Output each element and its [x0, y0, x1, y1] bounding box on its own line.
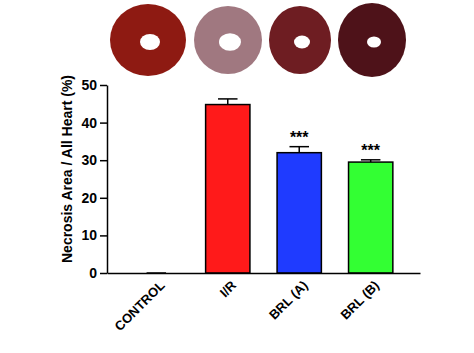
y-tick-mark	[100, 160, 107, 162]
error-bar	[218, 99, 237, 105]
x-tick-label: BRL (A)	[266, 278, 311, 323]
x-tick-label: I/R	[217, 277, 240, 300]
y-tick-mark	[100, 122, 107, 124]
y-tick-label: 40	[81, 115, 97, 131]
x-axis: CONTROL I/R BRL (A) BRL (B)	[108, 273, 421, 334]
heart-lumen	[140, 34, 160, 50]
y-tick-label: 20	[81, 190, 97, 206]
y-axis: 0 10 20 30 40 50	[81, 77, 107, 281]
y-tick: 30	[81, 152, 107, 168]
y-tick-mark	[100, 198, 107, 200]
error-stem	[298, 147, 300, 153]
bar	[206, 105, 250, 273]
error-stem	[227, 99, 229, 105]
y-tick: 10	[81, 227, 107, 243]
heart-lumen	[294, 36, 310, 49]
heart-lumen	[367, 36, 381, 47]
error-cap	[218, 98, 237, 100]
y-tick-label: 0	[89, 265, 97, 281]
x-tick: BRL (A)	[266, 273, 311, 322]
y-tick-mark	[100, 85, 107, 87]
x-tick: I/R	[217, 273, 240, 300]
y-axis-title: Necrosis Area / All Heart (%)	[59, 75, 75, 263]
error-cap	[361, 159, 380, 161]
x-tick: BRL (B)	[337, 273, 382, 322]
error-bar	[361, 160, 380, 162]
y-tick: 50	[81, 77, 107, 93]
x-tick: CONTROL	[112, 273, 168, 334]
bar	[349, 162, 393, 273]
y-tick: 20	[81, 190, 107, 206]
y-tick-label: 30	[81, 152, 97, 168]
error-cap	[289, 146, 308, 148]
x-tick-label: BRL (B)	[337, 278, 382, 323]
y-tick: 0	[89, 265, 107, 281]
x-tick-label: CONTROL	[112, 278, 168, 334]
significance-label: ***	[361, 142, 380, 159]
y-axis-line	[107, 86, 109, 274]
heart-section	[269, 6, 331, 74]
heart-lumen	[219, 33, 241, 51]
y-tick-mark	[100, 273, 107, 275]
significance-label: ***	[290, 129, 309, 146]
error-bar	[289, 147, 308, 153]
heart-section	[110, 4, 186, 76]
bars	[147, 99, 393, 273]
x-axis-line	[108, 273, 421, 275]
heart-section	[194, 6, 262, 74]
heart-images	[110, 3, 406, 77]
chart: *** *** 0 10 20 30 40 50 CONTROL I/R BRL (A) BRL (B…	[0, 0, 474, 353]
y-tick-label: 50	[81, 77, 97, 93]
bar	[277, 153, 321, 273]
y-tick: 40	[81, 115, 107, 131]
heart-section	[338, 3, 406, 77]
y-tick-label: 10	[81, 227, 97, 243]
y-tick-mark	[100, 235, 107, 237]
